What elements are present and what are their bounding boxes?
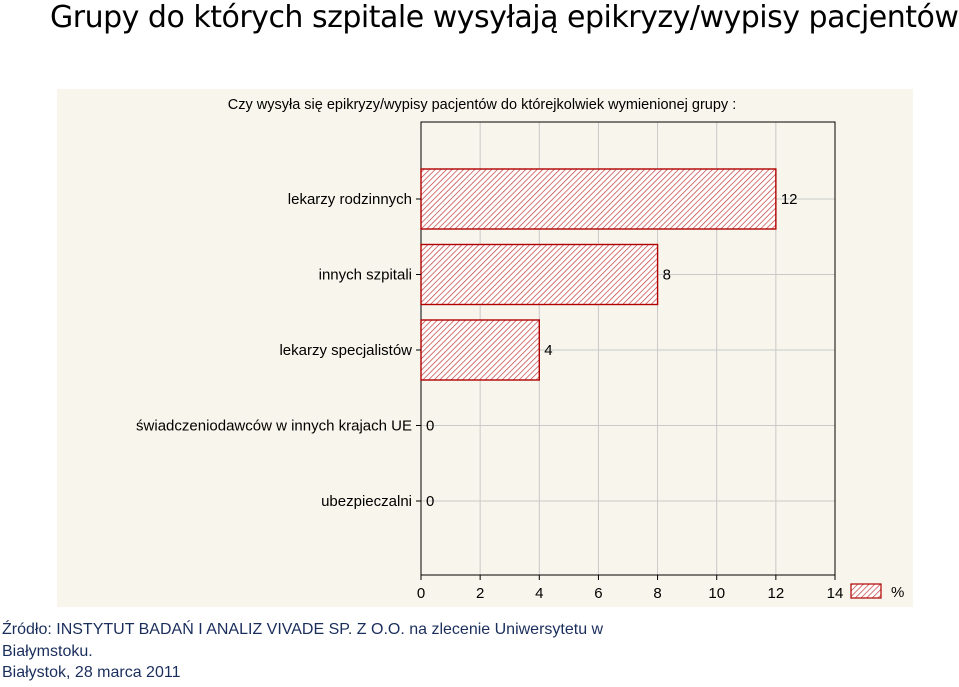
category-label: świadczeniodawców w innych krajach UE — [136, 418, 412, 435]
x-tick-label: 8 — [653, 585, 661, 602]
legend-swatch — [850, 583, 882, 599]
category-label: innych szpitali — [319, 267, 412, 284]
category-label: lekarzy specjalistów — [279, 342, 412, 359]
data-label: 12 — [781, 191, 798, 208]
legend-label: % — [891, 584, 904, 601]
x-tick-label: 12 — [768, 585, 785, 602]
x-tick-label: 6 — [594, 585, 602, 602]
data-label: 8 — [663, 267, 671, 284]
bar — [420, 243, 659, 306]
source-line-1: Źródło: INSTYTUT BADAŃ I ANALIZ VIVADE S… — [2, 621, 604, 638]
source-line-3: Białystok, 28 marca 2011 — [2, 664, 181, 681]
x-tick-label: 10 — [708, 585, 725, 602]
page-title: Grupy do których szpitale wysyłają epikr… — [50, 0, 959, 35]
bar — [420, 319, 540, 381]
x-tick-label: 0 — [417, 585, 425, 602]
x-tick-label: 4 — [535, 585, 543, 602]
bar-chart: Czy wysyła się epikryzy/wypisy pacjentów… — [136, 97, 904, 602]
chart-title: Czy wysyła się epikryzy/wypisy pacjentów… — [228, 97, 737, 113]
category-label: lekarzy rodzinnych — [288, 191, 412, 208]
source-line-2: Białymstoku. — [2, 642, 93, 660]
data-label: 0 — [426, 493, 434, 510]
chart-panel: Czy wysyła się epikryzy/wypisy pacjentów… — [57, 89, 913, 607]
source-note: Źródło: INSTYTUT BADAŃ I ANALIZ VIVADE S… — [2, 619, 722, 684]
category-label: ubezpieczalni — [321, 493, 412, 510]
bar — [420, 168, 777, 230]
legend: % — [850, 583, 904, 601]
x-tick-label: 14 — [827, 585, 844, 602]
x-tick-label: 2 — [476, 585, 484, 602]
data-label: 0 — [426, 418, 434, 435]
data-label: 4 — [544, 342, 552, 359]
